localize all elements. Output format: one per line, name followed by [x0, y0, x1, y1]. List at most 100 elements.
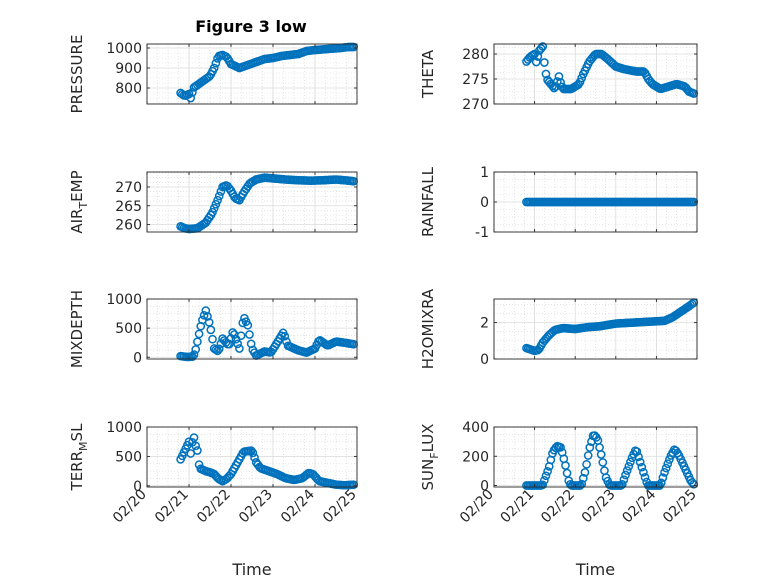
data-point [543, 466, 552, 476]
data-point [193, 446, 202, 455]
figure-title: Figure 3 low [195, 17, 307, 36]
data-point [577, 73, 587, 83]
data-point [637, 462, 647, 472]
y-tick-label: 1 [480, 165, 489, 181]
x-tick-label: 02/21 [498, 487, 538, 527]
data-point [235, 344, 244, 353]
y-tick-label: 270 [115, 180, 142, 196]
data-point [640, 472, 650, 482]
data-point [575, 77, 585, 87]
y-tick-label: 270 [462, 97, 489, 113]
data-point [538, 480, 548, 490]
y-tick-label: 800 [115, 81, 142, 97]
data-point [208, 334, 217, 344]
y-tick-label: 260 [115, 218, 142, 234]
x-tick-label: 02/24 [619, 486, 659, 526]
data-point [598, 458, 608, 467]
x-tick-label: 02/20 [457, 487, 497, 527]
data-point [622, 466, 632, 475]
data-point [665, 455, 674, 464]
data-point [577, 479, 587, 489]
y-tick-label: 500 [115, 449, 142, 465]
mixdepth-y-axis-label: MIXDEPTH [68, 290, 86, 368]
y-tick-label: 0 [480, 352, 489, 368]
terrmsl-x-axis-label: Time [231, 560, 271, 579]
theta-series [522, 42, 699, 98]
x-tick-label: 02/25 [660, 487, 700, 527]
mixdepth-series [176, 306, 358, 362]
x-tick-label: 02/22 [538, 487, 578, 527]
sunflux-axes-box [493, 426, 698, 488]
data-point [663, 459, 673, 469]
sunflux-y-axis-label: SUNFLUX [419, 424, 441, 491]
data-point [531, 57, 541, 67]
data-point [193, 337, 202, 347]
data-point [580, 468, 590, 477]
data-point [209, 203, 219, 213]
pressure-axes-box [146, 43, 358, 105]
data-point [596, 450, 606, 459]
x-tick-label: 02/21 [152, 487, 192, 527]
data-point [634, 452, 643, 462]
data-point [186, 93, 196, 103]
data-point [658, 473, 668, 482]
data-point [250, 453, 259, 462]
data-point [236, 331, 246, 341]
y-tick-label: 0 [480, 479, 489, 495]
data-point [595, 443, 604, 452]
data-point [184, 437, 194, 447]
data-point [189, 350, 199, 359]
y-tick-label: 200 [462, 449, 489, 465]
data-point [246, 339, 256, 349]
data-point [619, 475, 629, 485]
data-point [248, 448, 258, 458]
y-tick-label: 2 [480, 316, 489, 332]
data-point [561, 461, 570, 470]
y-tick-label: 1000 [106, 41, 142, 57]
data-point [687, 478, 697, 487]
y-tick-label: 265 [115, 199, 142, 215]
h2omixra-y-axis-label: H2OMIXRA [419, 288, 437, 369]
rainfall-series [522, 197, 699, 207]
data-point [214, 191, 224, 201]
data-point [206, 325, 216, 335]
data-point [632, 447, 642, 456]
y-tick-label: 0 [480, 195, 489, 211]
data-point [539, 58, 549, 67]
y-tick-label: 1000 [106, 420, 142, 436]
mixdepth-subplot: 0 500 1000 MIXDEPTH [68, 290, 358, 368]
sunflux-subplot: 0 200 400 02/20 02/21 02/22 02/23 02/24 02/25 Tim… [419, 420, 700, 579]
data-point [600, 466, 609, 475]
data-point [660, 468, 669, 477]
y-tick-label: 1000 [106, 292, 142, 308]
data-point [203, 312, 212, 321]
data-point [541, 471, 551, 481]
data-point [533, 52, 543, 61]
x-tick-label: 02/23 [236, 487, 276, 527]
data-point [194, 329, 204, 339]
x-tick-label: 02/24 [278, 486, 318, 526]
pressure-series [176, 42, 358, 103]
y-tick-label: 0 [133, 479, 142, 495]
terrmsl-y-axis-label: TERRMSL [68, 423, 90, 492]
data-point [549, 83, 559, 93]
rainfall-y-axis-label: RAINFALL [419, 166, 437, 237]
data-point [228, 328, 238, 337]
y-tick-label: -1 [475, 225, 489, 241]
data-point [582, 459, 591, 469]
data-point [539, 475, 549, 485]
data-point [639, 467, 648, 477]
data-point [541, 69, 551, 79]
data-point [209, 63, 219, 73]
data-point [191, 345, 201, 354]
terrmsl-subplot: 0 500 1000 02/20 02/21 02/22 02/23 02/24 02/25 Ti… [68, 420, 360, 579]
data-point [201, 306, 211, 316]
data-point [624, 461, 634, 471]
data-point [635, 457, 645, 467]
y-tick-label: 280 [462, 47, 489, 63]
data-point [617, 480, 627, 489]
data-point [656, 478, 666, 488]
data-point [575, 481, 585, 490]
data-point [687, 299, 697, 309]
